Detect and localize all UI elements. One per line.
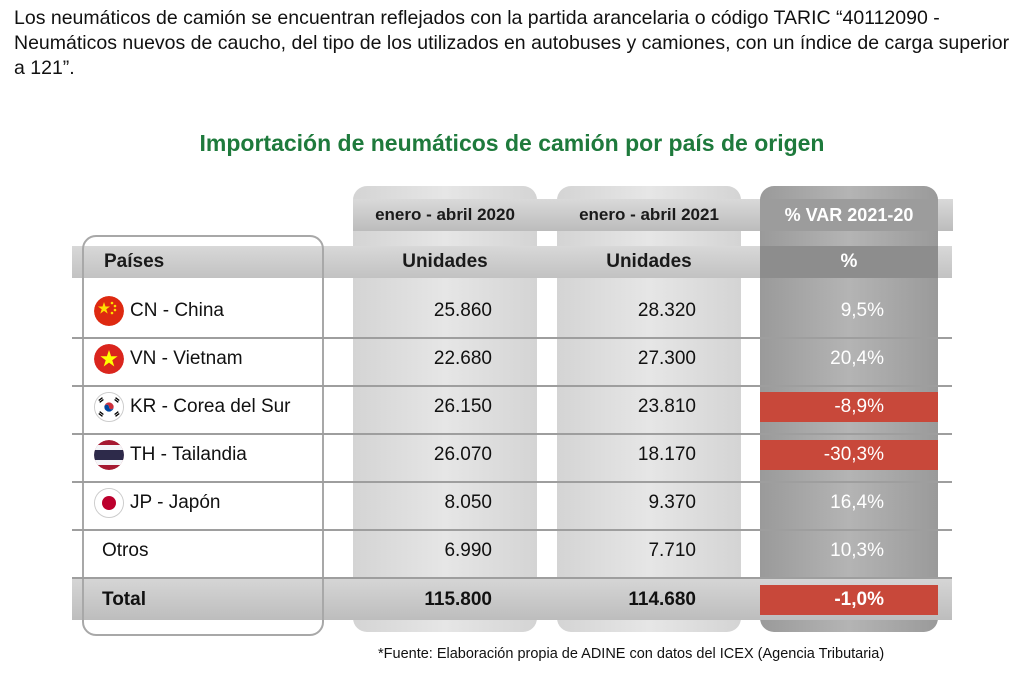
japan-flag-icon [94,488,124,518]
header-countries: Países [104,251,165,272]
total-variation-value: -1,0% [834,589,884,610]
row-divider [72,481,952,483]
variation-value: -8,9% [834,396,884,417]
country-name: VN - Vietnam [130,348,243,369]
header-period-2020: enero - abril 2020 [375,205,515,224]
country-name: KR - Corea del Sur [130,396,291,417]
row-divider [72,577,952,579]
value-2021: 7.710 [648,540,696,561]
china-flag-icon [94,296,124,326]
variation-value: -30,3% [823,444,884,465]
value-2020: 22.680 [433,348,492,369]
country-cell: Otros [102,527,148,575]
table-total-row: Total 115.800 114.680 -1,0% [72,576,952,624]
row-divider [72,337,952,339]
variation-cell: -8,9% [760,392,938,422]
table-row: TH - Tailandia 26.070 18.170 -30,3% [72,431,952,479]
variation-cell: 10,3% [760,536,938,566]
row-divider [72,433,952,435]
variation-value: 10,3% [830,540,884,561]
variation-cell: 16,4% [760,488,938,518]
country-name: TH - Tailandia [130,444,247,465]
country-cell: CN - China [94,287,224,335]
table-row: KR - Corea del Sur 26.150 23.810 -8,9% [72,383,952,431]
table-title: Importación de neumáticos de camión por … [199,130,825,156]
vietnam-flag-icon [94,344,124,374]
header-period-2021: enero - abril 2021 [579,205,719,224]
total-label-cell: Total [102,576,146,624]
total-2020: 115.800 [424,589,492,610]
header-percent: % [760,246,938,278]
variation-cell: 20,4% [760,344,938,374]
variation-value: 9,5% [840,300,884,321]
total-2021: 114.680 [628,589,696,610]
country-name: CN - China [130,300,224,321]
value-2020: 25.860 [433,300,492,321]
value-2021: 27.300 [637,348,696,369]
value-2021: 28.320 [637,300,696,321]
header-variation: % VAR 2021-20 [760,199,938,231]
value-2020: 6.990 [444,540,492,561]
country-name: JP - Japón [130,492,221,513]
table-row: JP - Japón 8.050 9.370 16,4% [72,479,952,527]
row-divider [72,385,952,387]
country-cell: VN - Vietnam [94,335,243,383]
table-row: Otros 6.990 7.710 10,3% [72,527,952,575]
variation-value: 16,4% [830,492,884,513]
country-cell: JP - Japón [94,479,220,527]
header-units-2021: Unidades [606,251,692,272]
source-note: *Fuente: Elaboración propia de ADINE con… [378,646,885,662]
value-2021: 18.170 [637,444,696,465]
south-korea-flag-icon [94,392,124,422]
value-2020: 26.070 [433,444,492,465]
table-row: CN - China 25.860 28.320 9,5% [72,287,952,335]
header-units-2020: Unidades [402,251,488,272]
row-divider [72,529,952,531]
variation-cell: 9,5% [760,296,938,326]
variation-cell: -30,3% [760,440,938,470]
value-2021: 23.810 [637,396,696,417]
total-label: Total [102,589,146,610]
variation-value: 20,4% [830,348,884,369]
total-variation-cell: -1,0% [760,585,938,615]
country-name: Otros [102,540,149,561]
table-row: VN - Vietnam 22.680 27.300 20,4% [72,335,952,383]
intro-paragraph: Los neumáticos de camión se encuentran r… [14,7,1010,79]
country-cell: KR - Corea del Sur [94,383,291,431]
value-2020: 26.150 [433,396,492,417]
countries-column-frame [82,235,324,636]
thailand-flag-icon [94,440,124,470]
value-2020: 8.050 [444,492,492,513]
country-cell: TH - Tailandia [94,431,247,479]
value-2021: 9.370 [648,492,696,513]
